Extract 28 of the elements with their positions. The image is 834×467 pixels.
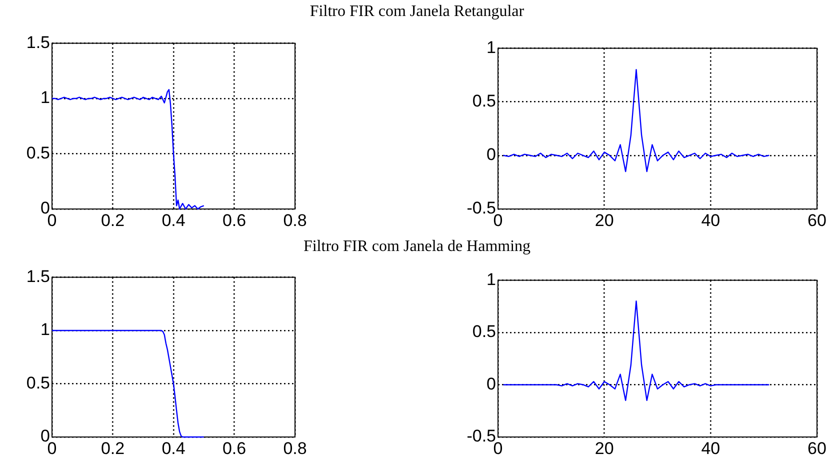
x-tick-label: 40 bbox=[701, 438, 720, 458]
y-tick-label: 1 bbox=[40, 88, 50, 108]
x-tick-label: 0.2 bbox=[100, 210, 125, 230]
y-tick-label: 0 bbox=[486, 145, 496, 164]
y-tick-label: 1 bbox=[486, 270, 496, 289]
x-tick-label: 60 bbox=[808, 438, 826, 458]
x-tick-label: 0.2 bbox=[100, 438, 125, 458]
x-tick-label: 0.6 bbox=[222, 438, 246, 458]
y-tick-label: 1.5 bbox=[26, 32, 50, 52]
y-tick-label: 0.5 bbox=[26, 143, 50, 162]
x-tick-label: 0.4 bbox=[162, 438, 186, 458]
x-tick-label: 0.8 bbox=[283, 438, 307, 458]
y-tick-label: 0.5 bbox=[472, 91, 496, 110]
y-tick-label: 0.5 bbox=[26, 373, 50, 392]
y-tick-label: 1 bbox=[40, 320, 50, 340]
x-tick-label: 0.6 bbox=[222, 210, 246, 230]
x-tick-label: 20 bbox=[594, 438, 614, 458]
y-tick-label: 1.5 bbox=[26, 266, 50, 286]
x-tick-label: 40 bbox=[701, 210, 720, 230]
y-tick-label: 1 bbox=[486, 38, 496, 57]
text: Filtro FIR com Janela Retangular bbox=[308, 3, 526, 21]
x-tick-label: 60 bbox=[808, 210, 826, 230]
text: Filtro FIR com Janela de Hamming bbox=[302, 238, 532, 256]
y-tick-label: 0 bbox=[486, 374, 496, 394]
x-tick-label: 0.4 bbox=[162, 210, 186, 230]
y-tick-label: 0.5 bbox=[472, 322, 496, 342]
x-tick-label: 0.8 bbox=[283, 210, 307, 230]
x-tick-label: 20 bbox=[594, 210, 614, 230]
